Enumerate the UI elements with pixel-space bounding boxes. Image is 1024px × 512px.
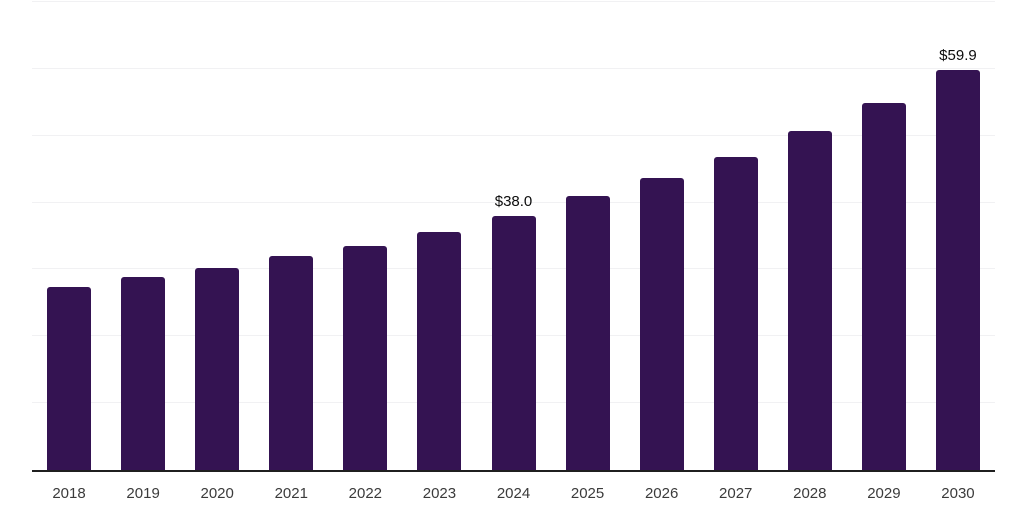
x-axis-label-2020: 2020 xyxy=(200,485,234,502)
value-label-2030: $59.9 xyxy=(939,46,977,64)
plot-area: $38.0 $59.9 xyxy=(32,1,995,470)
bar-2030 xyxy=(935,69,980,470)
x-axis-label-2018: 2018 xyxy=(52,485,86,502)
x-axis-label-2022: 2022 xyxy=(348,485,383,502)
x-axis-label-2025: 2025 xyxy=(570,485,605,502)
bar-2020 xyxy=(195,268,240,470)
gridline-50 xyxy=(32,134,995,136)
bar-2025 xyxy=(565,195,610,470)
gridline-60 xyxy=(32,67,995,69)
bar-2029 xyxy=(861,102,906,470)
gridline-40 xyxy=(32,201,995,203)
x-axis-label-2028: 2028 xyxy=(793,485,827,502)
x-axis-label-2023: 2023 xyxy=(422,485,457,502)
bar-2026 xyxy=(639,177,684,470)
x-axis-label-2019: 2019 xyxy=(126,485,160,502)
x-axis-label-2027: 2027 xyxy=(719,485,753,502)
bar-2021 xyxy=(269,256,314,470)
bar-2022 xyxy=(343,246,388,470)
gridline-70 xyxy=(32,1,995,2)
x-axis-label-2026: 2026 xyxy=(644,485,679,502)
x-axis-label-2024: 2024 xyxy=(496,485,531,502)
x-axis-label-2030: 2030 xyxy=(941,485,975,502)
bar-2019 xyxy=(121,277,166,470)
x-axis-line xyxy=(32,470,995,472)
x-axis-label-2021: 2021 xyxy=(274,485,308,502)
bar-2027 xyxy=(713,157,758,470)
bar-2024 xyxy=(491,215,536,470)
bar-2023 xyxy=(417,232,462,470)
value-label-2024: $38.0 xyxy=(494,192,533,210)
x-axis-label-2029: 2029 xyxy=(867,485,901,502)
bar-2028 xyxy=(787,131,832,470)
bar-2018 xyxy=(47,286,92,470)
